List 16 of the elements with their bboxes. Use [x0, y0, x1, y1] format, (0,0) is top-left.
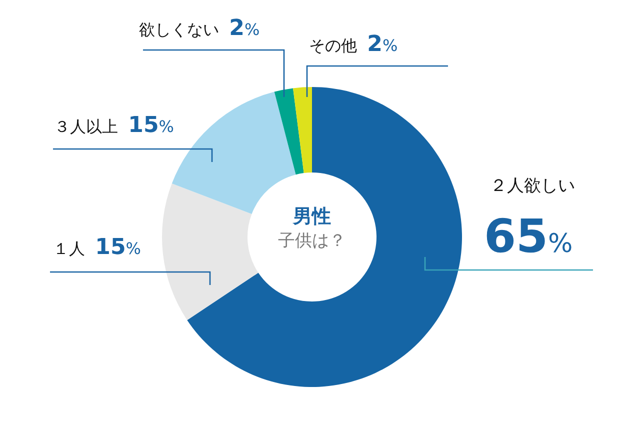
data-label: 15%	[128, 113, 174, 138]
slice-label: １人	[53, 239, 85, 258]
donut-slice	[187, 87, 462, 387]
slice-label: その他	[309, 36, 357, 55]
slice-label: 欲しくない	[139, 20, 219, 39]
data-label: 2%	[229, 16, 260, 41]
data-label: 2%	[367, 32, 398, 57]
slice-label: ２人欲しい	[490, 176, 575, 196]
donut-slice	[293, 87, 312, 174]
text: 男性	[292, 206, 331, 228]
donut-slice	[274, 88, 304, 175]
donut-slice	[162, 183, 258, 320]
slice-label: ３人以上	[54, 117, 118, 136]
data-label: 65%	[484, 209, 573, 263]
text: 子供は？	[278, 231, 346, 251]
data-label: 15%	[95, 235, 141, 260]
